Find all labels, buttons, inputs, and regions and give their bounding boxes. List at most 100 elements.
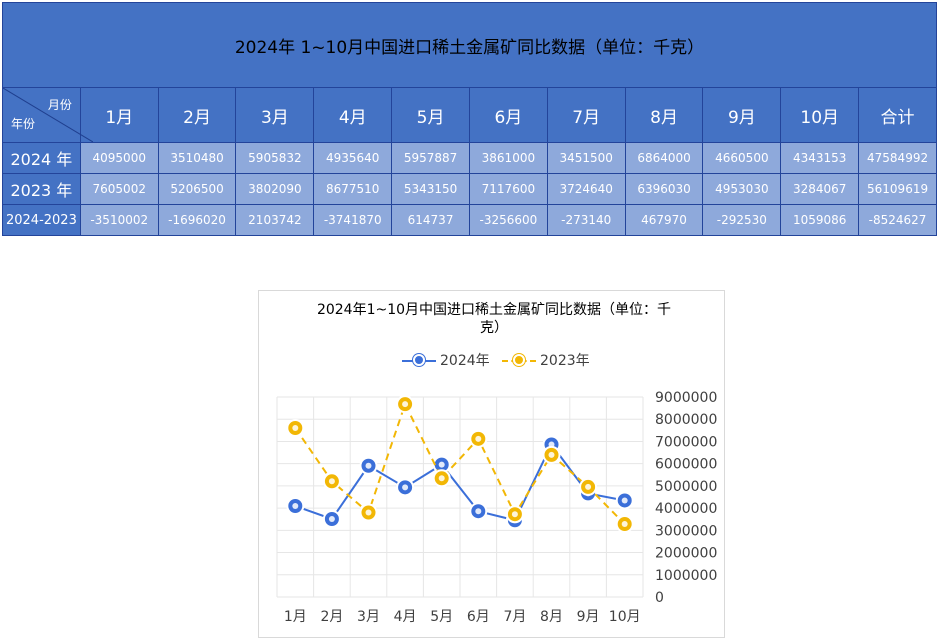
data-point-center <box>548 441 555 448</box>
table-cell-total: 56109619 <box>858 173 937 205</box>
y-tick-label: 7000000 <box>655 434 717 450</box>
legend-marker-2024 <box>413 354 425 366</box>
x-tick-label: 3月 <box>357 609 380 625</box>
x-tick-label: 2月 <box>320 609 343 625</box>
y-tick-label: 8000000 <box>655 412 717 428</box>
table-cell: 7117600 <box>468 173 548 205</box>
table-cell: 614737 <box>391 204 470 236</box>
table-cell: 4953030 <box>702 173 782 205</box>
col-header-5: 5月 <box>391 87 470 143</box>
corner-month-label: 月份 <box>47 98 72 112</box>
legend-label-2023: 2023年 <box>540 353 590 369</box>
col-header-3: 3月 <box>235 87 315 143</box>
table-cell: 8677510 <box>313 173 393 205</box>
x-tick-label: 9月 <box>577 609 600 625</box>
chart-title: 2024年1~10月中国进口稀土金属矿同比数据（单位：千克） <box>316 302 672 336</box>
legend-label-2024: 2024年 <box>440 353 490 369</box>
table-cell: 4343153 <box>780 142 860 174</box>
table-cell: 4935640 <box>313 142 393 174</box>
row-label-2024: 2024 年 <box>2 142 81 174</box>
chart-panel: 2024年1~10月中国进口稀土金属矿同比数据（单位：千克） 2024年 202… <box>258 290 725 638</box>
data-point-center <box>328 478 335 485</box>
data-point-center <box>402 401 409 408</box>
y-tick-label: 1000000 <box>655 568 717 584</box>
col-header-2: 2月 <box>157 87 237 143</box>
table-row-2023: 2023 年 7605002 5206500 3802090 8677510 5… <box>2 173 937 205</box>
table-cell: 4660500 <box>702 142 782 174</box>
legend-marker-2023 <box>513 354 525 366</box>
data-table: 2024年 1~10月中国进口稀土金属矿同比数据（单位：千克） 月份 年份 1月… <box>2 2 937 236</box>
table-cell: -3741870 <box>313 204 393 236</box>
x-tick-label: 10月 <box>609 609 641 625</box>
table-cell: 3861000 <box>468 142 548 174</box>
table-cell: 6864000 <box>624 142 704 174</box>
col-header-9: 9月 <box>702 87 782 143</box>
table-cell: 467970 <box>624 204 704 236</box>
table-cell: -3510002 <box>79 204 159 236</box>
data-point-center <box>548 451 555 458</box>
table-cell: 3724640 <box>546 173 626 205</box>
table-cell: 3802090 <box>235 173 315 205</box>
corner-year-label: 年份 <box>11 117 36 131</box>
y-tick-label: 3000000 <box>655 523 717 539</box>
table-cell-total: 47584992 <box>858 142 937 174</box>
table-cell: 5343150 <box>391 173 470 205</box>
series-line-0 <box>294 442 625 522</box>
table-cell: -3256600 <box>468 204 548 236</box>
x-tick-label: 5月 <box>430 609 453 625</box>
data-point-center <box>621 497 628 504</box>
data-point-center <box>475 435 482 442</box>
data-point-center <box>475 508 482 515</box>
row-label-2023: 2023 年 <box>2 173 81 205</box>
table-cell: -1696020 <box>157 204 237 236</box>
y-tick-label: 6000000 <box>655 457 717 473</box>
col-header-total: 合计 <box>858 87 937 143</box>
table-cell: 1059086 <box>780 204 860 236</box>
table-title: 2024年 1~10月中国进口稀土金属矿同比数据（单位：千克） <box>2 2 937 88</box>
data-point-center <box>438 461 445 468</box>
table-cell: 5905832 <box>235 142 315 174</box>
table-cell: -273140 <box>546 204 626 236</box>
x-tick-label: 1月 <box>284 609 307 625</box>
col-header-1: 1月 <box>79 87 159 143</box>
table-cell: -292530 <box>702 204 782 236</box>
table-cell: 3451500 <box>546 142 626 174</box>
table-row-2024: 2024 年 4095000 3510480 5905832 4935640 5… <box>2 142 937 174</box>
col-header-10: 10月 <box>780 87 860 143</box>
data-point-center <box>328 515 335 522</box>
col-header-4: 4月 <box>313 87 393 143</box>
chart-legend: 2024年 2023年 <box>259 351 726 371</box>
table-cell: 7605002 <box>79 173 159 205</box>
table-cell: 3510480 <box>157 142 237 174</box>
data-point-center <box>292 424 299 431</box>
y-tick-label: 9000000 <box>655 390 717 406</box>
data-point-center <box>585 483 592 490</box>
table-cell: 5206500 <box>157 173 237 205</box>
data-point-center <box>621 521 628 528</box>
line-chart: 0 1000000 2000000 3000000 4000000 5000000 6000… <box>276 390 717 625</box>
corner-diagonal <box>3 88 93 142</box>
x-tick-label: 8月 <box>540 609 563 625</box>
x-tick-label: 6月 <box>467 609 490 625</box>
col-header-7: 7月 <box>546 87 626 143</box>
data-point-center <box>438 475 445 482</box>
col-header-6: 6月 <box>468 87 548 143</box>
data-point-center <box>292 503 299 509</box>
y-tick-label: 0 <box>655 590 664 606</box>
data-point-center <box>365 509 372 516</box>
row-label-diff: 2024-2023 <box>2 204 81 236</box>
table-cell: 2103742 <box>235 204 315 236</box>
data-point-center <box>511 511 518 518</box>
table-cell: 6396030 <box>624 173 704 205</box>
table-corner-header: 月份 年份 <box>2 87 93 143</box>
x-tick-label: 7月 <box>503 609 526 625</box>
y-tick-label: 5000000 <box>655 479 717 495</box>
y-tick-label: 2000000 <box>655 546 717 562</box>
data-point-center <box>402 484 409 491</box>
series-line-1 <box>294 401 626 525</box>
table-cell: 4095000 <box>79 142 159 174</box>
data-point-center <box>365 462 372 469</box>
table-cell-total: -8524627 <box>858 204 937 236</box>
y-tick-label: 4000000 <box>655 501 717 517</box>
table-cell: 3284067 <box>780 173 860 205</box>
